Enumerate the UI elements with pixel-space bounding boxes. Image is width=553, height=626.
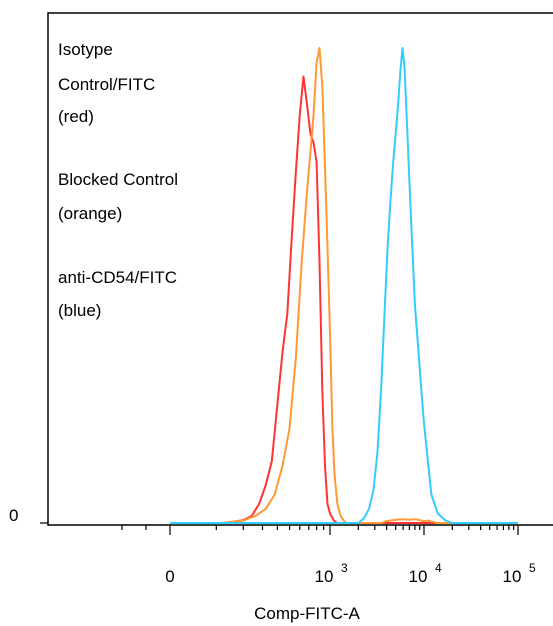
svg-text:4: 4 [435, 561, 442, 575]
plot-frame [47, 12, 553, 526]
x-axis: 0 10 3 10 4 10 5 [121, 525, 536, 586]
y-tick-label-0: 0 [9, 506, 18, 525]
series-line-1 [170, 47, 518, 524]
svg-text:5: 5 [529, 561, 536, 575]
svg-text:10: 10 [315, 567, 334, 586]
legend-line-6: (blue) [58, 301, 101, 320]
svg-text:0: 0 [165, 567, 174, 586]
x-tick-label-1: 10 3 [315, 561, 348, 586]
series-line-0 [170, 75, 518, 524]
svg-text:10: 10 [409, 567, 428, 586]
x-tick-label-0: 0 [165, 567, 174, 586]
x-tick-label-2: 10 4 [409, 561, 442, 586]
svg-text:10: 10 [503, 567, 522, 586]
legend-line-5: anti-CD54/FITC [58, 268, 177, 287]
legend-line-4: (orange) [58, 204, 122, 223]
legend-line-3: Blocked Control [58, 170, 178, 189]
svg-text:3: 3 [341, 561, 348, 575]
legend-line-1: Control/FITC [58, 75, 155, 94]
x-axis-ticks [121, 525, 519, 535]
series-layer [170, 47, 518, 524]
x-axis-title: Comp-FITC-A [254, 604, 360, 623]
x-tick-label-3: 10 5 [503, 561, 536, 586]
legend-line-0: Isotype [58, 40, 113, 59]
legend-line-2: (red) [58, 107, 94, 126]
y-axis: 0 [9, 506, 48, 525]
legend: Isotype Control/FITC (red) Blocked Control (… [58, 40, 178, 320]
series-line-2 [170, 47, 518, 524]
